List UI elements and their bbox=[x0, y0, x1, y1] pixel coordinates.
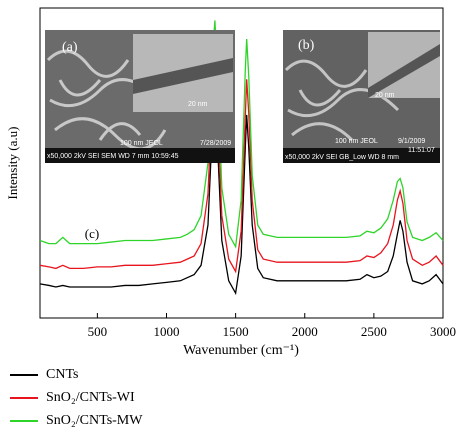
legend-label: SnO₂/CNTs-WI bbox=[46, 390, 135, 405]
series-line bbox=[39, 20, 444, 249]
plot-frame bbox=[39, 7, 444, 319]
info-bar bbox=[45, 148, 235, 163]
inset-b: (b) 20 nm 100 nm JEOL 9/1/2009 11:51:07 … bbox=[283, 30, 440, 163]
info: x50,000 2kV SEI SEM WD 7 mm 10:59:45 bbox=[47, 153, 179, 160]
annotation: (c) bbox=[85, 226, 99, 241]
info-bar bbox=[283, 148, 440, 163]
date: 7/28/2009 bbox=[200, 140, 231, 147]
y-axis-label: Intensity (a.u) bbox=[5, 127, 20, 200]
series-line bbox=[39, 85, 444, 296]
tem-scale: 20 nm bbox=[188, 101, 208, 108]
info: x50,000 2kV SEI GB_Low WD 8 mm bbox=[285, 154, 399, 161]
x-tick-label: 1000 bbox=[153, 324, 179, 339]
scale: 100 nm JEOL bbox=[335, 138, 378, 145]
nanotube bbox=[368, 44, 440, 98]
nanotube bbox=[133, 58, 233, 94]
x-tick-label: 1500 bbox=[223, 324, 249, 339]
x-tick-label: 2500 bbox=[361, 324, 387, 339]
x-tick-label: 500 bbox=[88, 324, 108, 339]
x-axis-label: Wavenumber (cm⁻¹) bbox=[183, 343, 299, 358]
time: 11:51:07 bbox=[408, 147, 435, 154]
series-line bbox=[39, 65, 444, 274]
texture bbox=[284, 59, 400, 142]
x-tick-label: 2000 bbox=[292, 324, 318, 339]
texture bbox=[46, 49, 167, 151]
inset-label: (a) bbox=[62, 40, 78, 55]
legend-label: CNTs bbox=[46, 367, 78, 382]
legend-label: SnO₂/CNTs-MW bbox=[46, 413, 143, 428]
inset-a: (a) 20 nm 100 nm JEOL 7/28/2009 x50,000 … bbox=[45, 30, 235, 163]
inset-label: (b) bbox=[298, 38, 315, 53]
x-tick-label: 3000 bbox=[430, 324, 456, 339]
scale: 100 nm JEOL bbox=[120, 140, 163, 147]
date: 9/1/2009 bbox=[398, 138, 425, 145]
tem-scale: 20 nm bbox=[375, 92, 395, 99]
